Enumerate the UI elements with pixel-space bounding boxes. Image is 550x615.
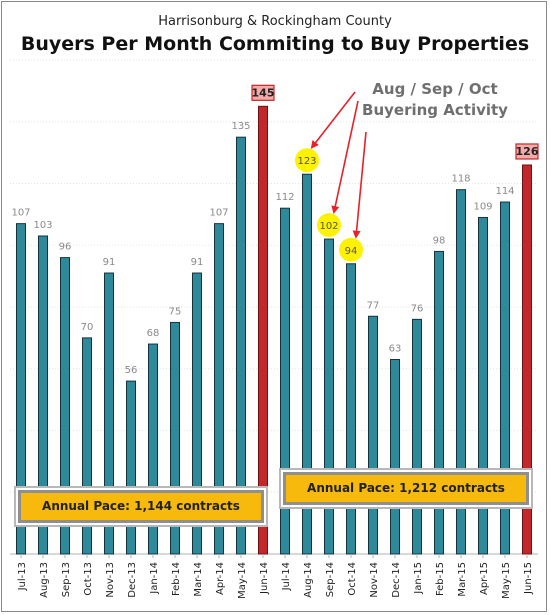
- data-label: 70: [81, 322, 94, 333]
- data-label: 102: [319, 221, 338, 232]
- bar-sep-14: [324, 238, 334, 555]
- x-tick-label: Aug-14: [303, 562, 314, 598]
- x-tick-label: Feb-15: [435, 562, 446, 596]
- x-tick-label: May-15: [501, 562, 512, 599]
- data-label: 68: [147, 328, 160, 339]
- data-label: 91: [103, 257, 116, 268]
- data-label: 118: [451, 174, 470, 185]
- callout-arrow: [352, 131, 367, 239]
- callout-annotation: Aug / Sep / Oct Buyering Activity: [340, 79, 530, 121]
- data-label: 91: [191, 257, 204, 268]
- callout-arrow: [331, 100, 359, 215]
- callout-line-1: Aug / Sep / Oct: [372, 80, 498, 98]
- x-tick-label: May-14: [237, 562, 248, 599]
- data-label: 77: [367, 300, 380, 311]
- data-label: 75: [169, 306, 182, 317]
- bar-jun-14: [258, 105, 268, 555]
- x-tick-label: Oct-14: [347, 562, 358, 596]
- x-tick-label: Sep-13: [61, 562, 72, 597]
- highlight-label-box: [515, 143, 539, 160]
- data-label: 63: [389, 343, 402, 354]
- bar-dec-14: [390, 358, 400, 555]
- x-tick-label: Jun-15: [523, 562, 534, 595]
- data-label: 126: [516, 145, 539, 158]
- x-tick-label: Oct-13: [83, 562, 94, 596]
- data-label: 103: [33, 220, 52, 231]
- x-tick-label: Jul-14: [281, 562, 292, 591]
- callout-line-2: Buyering Activity: [362, 101, 508, 119]
- chart-title: Buyers Per Month Commiting to Buy Proper…: [20, 33, 530, 55]
- callout-arrow: [310, 91, 356, 149]
- x-tick-label: Apr-15: [479, 562, 490, 595]
- highlight-circle: [339, 237, 363, 262]
- x-tick-label: Dec-13: [127, 562, 138, 598]
- chart-subtitle: Harrisonburg & Rockingham County: [158, 14, 392, 29]
- x-tick-label: Jan-14: [149, 562, 160, 595]
- data-label: 123: [297, 156, 316, 167]
- annual-pace-box-2: Annual Pace: 1,212 contracts: [281, 470, 531, 507]
- data-label: 109: [473, 201, 492, 212]
- x-tick-label: Jul-13: [17, 562, 28, 591]
- data-label: 56: [125, 365, 138, 376]
- x-tick-label: Mar-15: [457, 562, 468, 597]
- bar-feb-15: [434, 250, 444, 555]
- data-label: 94: [345, 246, 358, 257]
- x-tick-label: Dec-14: [391, 562, 402, 598]
- data-label: 96: [59, 242, 72, 253]
- data-label: 76: [411, 303, 424, 314]
- data-label: 145: [252, 86, 275, 99]
- annual-pace-box-1: Annual Pace: 1,144 contracts: [16, 488, 266, 525]
- bar-oct-14: [346, 263, 356, 555]
- x-tick-label: Aug-13: [39, 562, 50, 598]
- highlight-label-box: [251, 84, 275, 101]
- data-label: 135: [231, 121, 250, 132]
- x-tick-label: Jun-14: [259, 562, 270, 595]
- x-tick-label: Sep-14: [325, 562, 336, 597]
- x-tick-label: Mar-14: [193, 562, 204, 597]
- data-label: 112: [275, 192, 294, 203]
- bar-nov-14: [368, 315, 378, 555]
- data-label: 114: [495, 186, 514, 197]
- highlight-circle: [317, 213, 341, 238]
- data-label: 98: [433, 235, 446, 246]
- bar-jan-15: [412, 318, 422, 555]
- x-tick-label: Jan-15: [413, 562, 424, 595]
- x-tick-label: Apr-14: [215, 562, 226, 595]
- data-label: 107: [209, 208, 228, 219]
- x-tick-label: Feb-14: [171, 562, 182, 596]
- x-tick-label: Nov-14: [369, 562, 380, 598]
- bar-dec-13: [126, 380, 136, 555]
- x-tick-label: Nov-13: [105, 562, 116, 598]
- data-label: 107: [11, 208, 30, 219]
- highlight-circle: [295, 148, 319, 173]
